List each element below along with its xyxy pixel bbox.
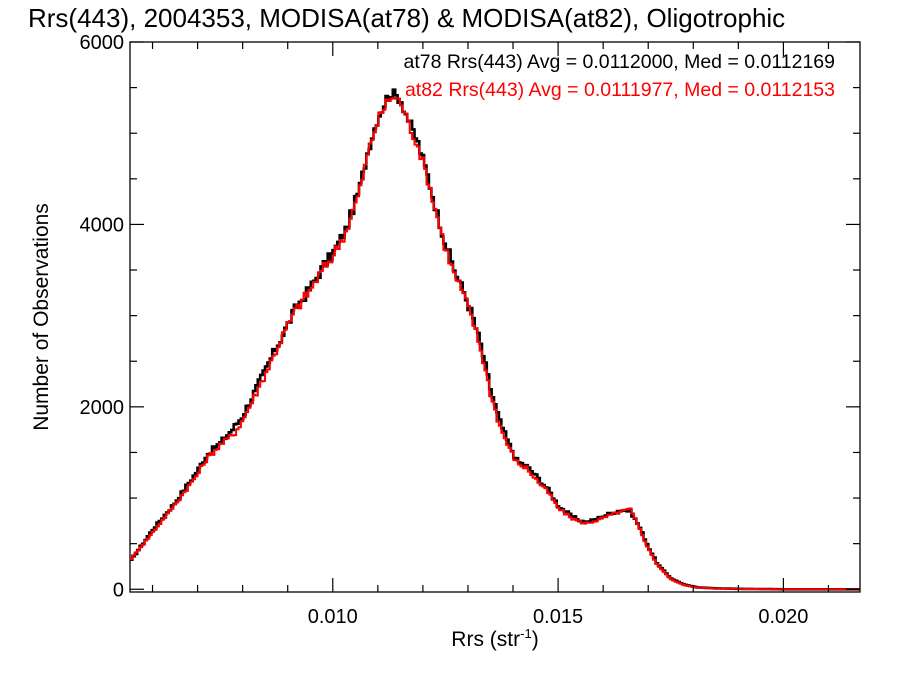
- x-axis-label-close: ): [532, 628, 539, 651]
- y-tick-label: 0: [113, 579, 124, 601]
- plot-frame: [129, 41, 861, 593]
- y-tick-label: 6000: [80, 32, 125, 54]
- x-tick-label: 0.020: [758, 606, 808, 628]
- series-layer: [130, 88, 860, 591]
- legend-entry-at82: at82 Rrs(443) Avg = 0.0111977, Med = 0.0…: [405, 79, 835, 101]
- y-tick-label: 4000: [80, 214, 125, 236]
- chart-title: Rrs(443), 2004353, MODISA(at78) & MODISA…: [28, 3, 785, 33]
- y-axis-label: Number of Observations: [30, 203, 53, 431]
- x-tick-label: 0.010: [308, 606, 358, 628]
- x-tick-label: 0.015: [533, 606, 583, 628]
- legend-entry-at78: at78 Rrs(443) Avg = 0.0112000, Med = 0.0…: [404, 51, 836, 73]
- series-line-at82: [130, 97, 860, 591]
- x-axis-label-text: Rrs (str: [451, 628, 520, 651]
- ticks-layer: 0 2000 4000 6000 0.010 0.015 0.020: [80, 32, 860, 628]
- y-tick-label: 2000: [80, 397, 125, 419]
- x-axis-label-exponent: -1: [520, 626, 532, 641]
- x-axis-label: Rrs (str-1): [451, 626, 538, 651]
